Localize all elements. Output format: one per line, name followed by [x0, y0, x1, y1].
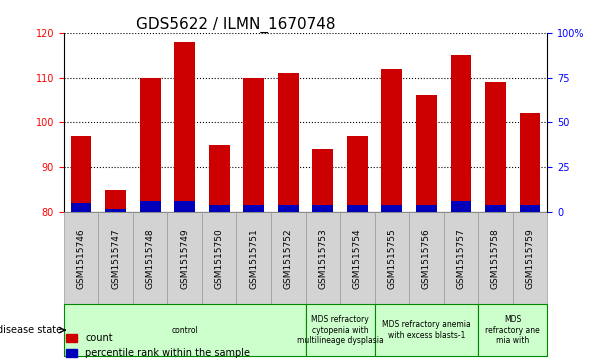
Text: GSM1515755: GSM1515755	[387, 228, 396, 289]
Text: GSM1515748: GSM1515748	[146, 228, 154, 289]
Bar	[375, 305, 478, 356]
Bar	[485, 82, 506, 212]
Text: GSM1515750: GSM1515750	[215, 228, 224, 289]
Bar	[347, 136, 368, 212]
Bar	[202, 212, 237, 305]
Bar	[98, 212, 133, 305]
Bar	[64, 212, 98, 305]
Text: GSM1515759: GSM1515759	[525, 228, 534, 289]
Bar	[140, 201, 161, 212]
Text: GSM1515751: GSM1515751	[249, 228, 258, 289]
Text: GSM1515756: GSM1515756	[422, 228, 431, 289]
Bar	[305, 212, 340, 305]
Bar	[71, 203, 91, 212]
Bar	[243, 205, 264, 212]
Text: GSM1515749: GSM1515749	[180, 228, 189, 289]
Bar	[451, 201, 471, 212]
Text: GSM1515758: GSM1515758	[491, 228, 500, 289]
Bar	[451, 55, 471, 212]
Bar	[416, 95, 437, 212]
Bar	[71, 136, 91, 212]
Bar	[340, 212, 375, 305]
Text: GSM1515746: GSM1515746	[77, 228, 86, 289]
Text: disease state: disease state	[0, 325, 62, 335]
Bar	[485, 205, 506, 212]
Text: GSM1515747: GSM1515747	[111, 228, 120, 289]
Bar	[520, 205, 541, 212]
Bar	[278, 205, 299, 212]
Text: MDS refractory anemia
with excess blasts-1: MDS refractory anemia with excess blasts…	[382, 321, 471, 340]
Bar	[409, 212, 444, 305]
Text: control: control	[171, 326, 198, 335]
Text: GSM1515753: GSM1515753	[318, 228, 327, 289]
Bar	[278, 73, 299, 212]
Bar	[305, 305, 375, 356]
Bar	[271, 212, 306, 305]
Bar	[209, 145, 230, 212]
Text: MDS refractory
cytopenia with
multilineage dysplasia: MDS refractory cytopenia with multilinea…	[297, 315, 384, 345]
Bar	[313, 149, 333, 212]
Bar	[416, 205, 437, 212]
Bar	[347, 205, 368, 212]
Bar	[105, 209, 126, 212]
Bar	[209, 205, 230, 212]
Bar	[167, 212, 202, 305]
Bar	[105, 190, 126, 212]
Bar	[313, 205, 333, 212]
Text: MDS
refractory ane
mia with: MDS refractory ane mia with	[485, 315, 540, 345]
Text: GSM1515752: GSM1515752	[284, 228, 293, 289]
Text: GSM1515757: GSM1515757	[457, 228, 465, 289]
Bar	[237, 212, 271, 305]
Bar	[478, 305, 547, 356]
Text: GSM1515754: GSM1515754	[353, 228, 362, 289]
Legend: count, percentile rank within the sample: count, percentile rank within the sample	[66, 333, 250, 358]
Bar	[243, 78, 264, 212]
Bar	[444, 212, 478, 305]
Bar	[520, 113, 541, 212]
Bar	[381, 205, 402, 212]
Bar	[375, 212, 409, 305]
Bar	[133, 212, 167, 305]
Bar	[381, 69, 402, 212]
Text: GDS5622 / ILMN_1670748: GDS5622 / ILMN_1670748	[136, 16, 336, 33]
Bar	[174, 42, 195, 212]
Bar	[64, 305, 305, 356]
Bar	[140, 78, 161, 212]
Bar	[478, 212, 513, 305]
Bar	[174, 201, 195, 212]
Bar	[513, 212, 547, 305]
